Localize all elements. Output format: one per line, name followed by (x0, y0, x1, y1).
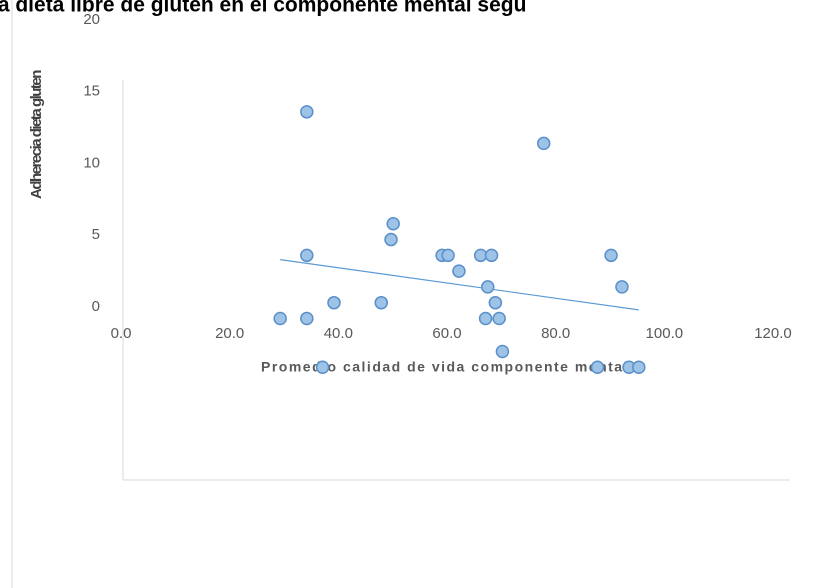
y-axis-label: Adherecia dieta gluten (28, 70, 45, 199)
point (481, 280, 495, 294)
point (315, 360, 330, 375)
x-tick-label: 100.0 (646, 325, 684, 342)
point (384, 232, 398, 247)
point (327, 295, 341, 310)
y-tick-label: 20 (83, 11, 100, 28)
y-tick-label: 10 (83, 154, 100, 171)
point (386, 217, 400, 231)
point (615, 280, 629, 294)
point (300, 311, 314, 326)
trendline (280, 259, 639, 311)
x-tick-label: 80.0 (541, 325, 570, 342)
x-tick-label: 60.0 (432, 325, 461, 342)
chart-title: la dieta libre de gluten en el component… (0, 0, 526, 17)
point (374, 295, 389, 310)
point (492, 311, 506, 326)
x-tick-label: 120.0 (754, 325, 792, 342)
x-tick-label: 0.0 (111, 325, 132, 342)
point (536, 136, 551, 151)
point (273, 311, 287, 326)
y-tick-label: 0 (92, 298, 100, 315)
point (488, 295, 503, 310)
point (484, 248, 499, 263)
x-tick-label: 20.0 (215, 325, 244, 342)
point (604, 248, 618, 263)
x-tick-label: 40.0 (324, 325, 353, 342)
point (441, 248, 455, 263)
y-tick-label: 5 (92, 226, 100, 243)
x-axis-label: Promedio calidad de vida componente ment… (261, 359, 629, 375)
point (590, 360, 605, 375)
point (452, 264, 466, 278)
point (478, 311, 493, 326)
point (495, 344, 510, 359)
point (300, 248, 314, 263)
point (632, 360, 646, 375)
y-tick-label: 15 (83, 83, 100, 100)
point (300, 105, 314, 119)
